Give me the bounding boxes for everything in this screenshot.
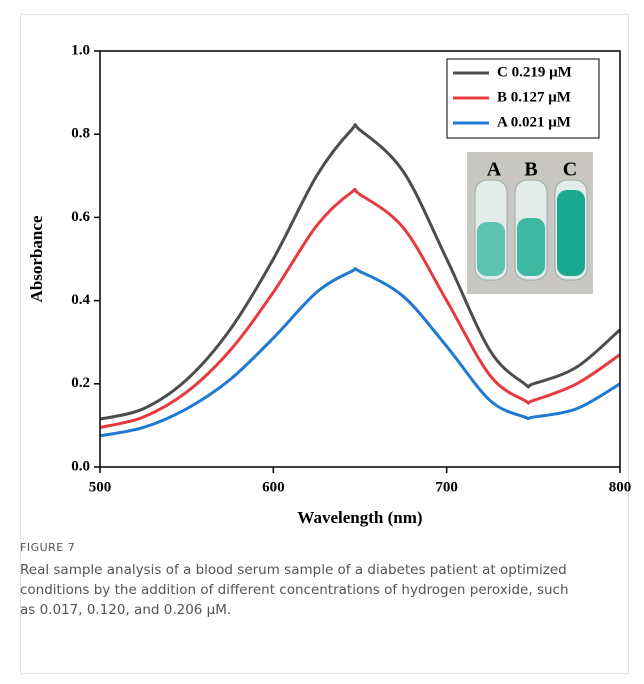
figure-card [20,14,629,674]
inset-photo [467,152,593,294]
legend-label: B 0.127 μM [497,89,571,105]
series-line [99,267,621,438]
plot-frame [99,50,621,468]
legend-label: C 0.219 μM [497,64,572,80]
inset-label: A [487,159,502,181]
chart: A B C Wavelength (nm) Absorbance 0.0 0.2 0… [27,42,632,527]
caption-label: FIGURE 7 [20,541,76,554]
series-line [99,123,621,421]
y-tick-label: 0.8 [71,126,90,142]
inset-label: B [524,159,537,181]
x-axis-label: Wavelength (nm) [297,508,422,527]
y-tick-label: 0.4 [71,292,90,308]
y-tick-label: 0.6 [71,209,90,225]
y-tick-label: 0.2 [71,375,90,391]
x-tick-label: 500 [89,479,112,495]
x-tick-label: 700 [435,479,458,495]
y-tick-label: 1.0 [71,42,90,58]
caption-text: Real sample analysis of a blood serum sa… [20,562,569,618]
y-axis-label: Absorbance [27,215,46,302]
y-tick-label: 0.0 [71,458,90,474]
inset-label: C [563,159,577,181]
series-line [99,187,621,429]
x-tick-label: 800 [609,479,632,495]
legend-label: A 0.021 μM [497,114,571,130]
x-tick-label: 600 [262,479,285,495]
